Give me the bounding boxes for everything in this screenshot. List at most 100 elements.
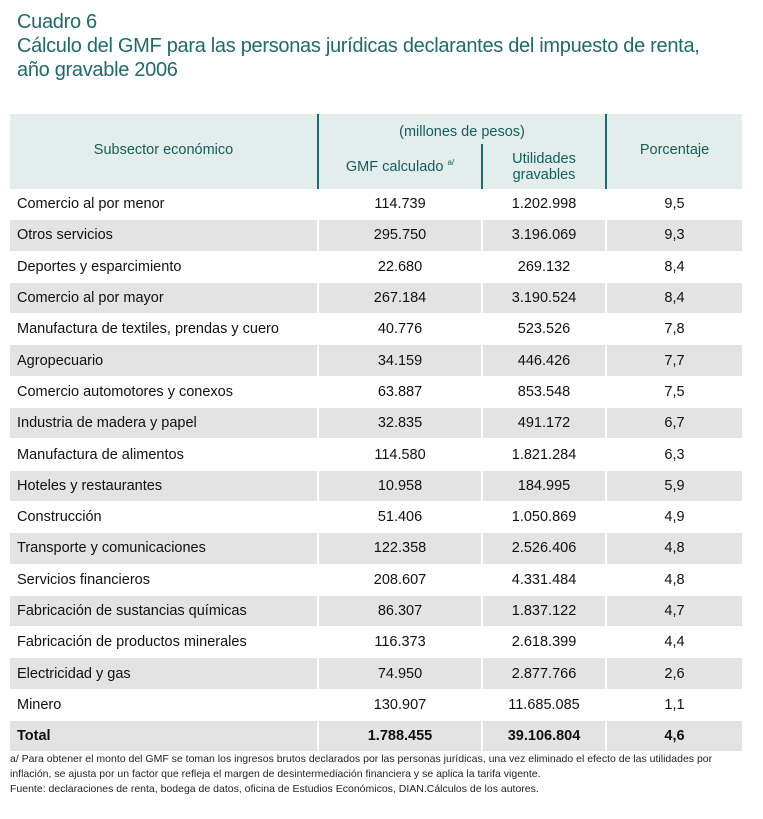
table-row: Comercio automotores y conexos 63.887 853.… [10, 376, 743, 409]
gmf-cell: 114.739 [317, 189, 482, 221]
utilidades-cell: 2.877.766 [480, 657, 607, 690]
gmf-cell: 1.788.455 [317, 720, 482, 753]
sector-cell: Minero [10, 689, 318, 722]
gmf-cell: 122.358 [317, 532, 482, 565]
table-row: Comercio al por mayor 267.184 3.190.524 8,4 [10, 282, 743, 315]
footnote-a: a/ Para obtener el monto del GMF se toma… [10, 753, 713, 780]
total-row: Total 1.788.455 39.106.804 4,6 [10, 720, 743, 753]
utilidades-cell: 1.202.998 [480, 189, 607, 221]
porcentaje-cell: 8,4 [605, 251, 743, 283]
table-row: Comercio al por menor 114.739 1.202.998 9,5 [10, 189, 743, 221]
title-number: Cuadro 6 [17, 11, 97, 33]
table-row: Fabricación de sustancias químicas 86.307… [10, 595, 743, 628]
porcentaje-cell: 4,8 [605, 564, 743, 596]
table-row: Servicios financieros 208.607 4.331.484 4,8 [10, 564, 743, 596]
sector-cell: Servicios financieros [10, 564, 318, 596]
table-row: Transporte y comunicaciones 122.358 2.526.… [10, 532, 743, 565]
porcentaje-cell: 1,1 [605, 689, 743, 722]
utilidades-cell: 39.106.804 [480, 720, 607, 753]
sector-cell: Total [10, 720, 318, 753]
sector-cell: Industria de madera y papel [10, 407, 318, 440]
utilidades-cell: 853.548 [480, 376, 607, 409]
sector-cell: Agropecuario [10, 344, 318, 377]
gmf-cell: 295.750 [317, 219, 482, 252]
utilidades-cell: 184.995 [480, 470, 607, 502]
porcentaje-cell: 4,8 [605, 532, 743, 565]
utilidades-cell: 269.132 [480, 251, 607, 283]
footnotes: a/ Para obtener el monto del GMF se toma… [10, 752, 750, 797]
utilidades-cell: 2.526.406 [480, 532, 607, 565]
gmf-cell: 32.835 [317, 407, 482, 440]
sector-cell: Fabricación de productos minerales [10, 626, 318, 659]
porcentaje-cell: 6,7 [605, 407, 743, 440]
porcentaje-cell: 2,6 [605, 657, 743, 690]
table-title: Cuadro 6 Cálculo del GMF para las person… [17, 10, 700, 82]
header-subsector: Subsector económico [10, 114, 318, 189]
table-row: Electricidad y gas 74.950 2.877.766 2,6 [10, 657, 743, 690]
gmf-cell: 22.680 [317, 251, 482, 283]
gmf-cell: 208.607 [317, 564, 482, 596]
utilidades-cell: 446.426 [480, 344, 607, 377]
table-row: Construcción 51.406 1.050.869 4,9 [10, 501, 743, 534]
utilidades-cell: 3.190.524 [480, 282, 607, 315]
porcentaje-cell: 7,7 [605, 344, 743, 377]
utilidades-cell: 4.331.484 [480, 564, 607, 596]
porcentaje-cell: 4,6 [605, 720, 743, 753]
utilidades-cell: 1.821.284 [480, 438, 607, 471]
gmf-cell: 267.184 [317, 282, 482, 315]
header-gmf-label: GMF calculado [345, 158, 444, 175]
sector-cell: Hoteles y restaurantes [10, 470, 318, 502]
source-note: Fuente: declaraciones de renta, bodega d… [10, 783, 539, 795]
sector-cell: Construcción [10, 501, 318, 534]
sector-cell: Transporte y comunicaciones [10, 532, 318, 565]
gmf-cell: 10.958 [317, 470, 482, 502]
gmf-cell: 74.950 [317, 657, 482, 690]
utilidades-cell: 2.618.399 [480, 626, 607, 659]
gmf-cell: 86.307 [317, 595, 482, 628]
header-porcentaje: Porcentaje [605, 114, 743, 189]
porcentaje-cell: 4,7 [605, 595, 743, 628]
utilidades-cell: 523.526 [480, 313, 607, 346]
table-row: Otros servicios 295.750 3.196.069 9,3 [10, 219, 743, 252]
sector-cell: Deportes y esparcimiento [10, 251, 318, 283]
gmf-cell: 116.373 [317, 626, 482, 659]
gmf-table: Subsector económico (millones de pesos) … [10, 114, 743, 753]
table-row: Manufactura de textiles, prendas y cuero… [10, 313, 743, 346]
porcentaje-cell: 5,9 [605, 470, 743, 502]
gmf-cell: 51.406 [317, 501, 482, 534]
header-units: (millones de pesos) [316, 114, 607, 144]
gmf-cell: 40.776 [317, 313, 482, 346]
gmf-cell: 114.580 [317, 438, 482, 471]
table-row: Hoteles y restaurantes 10.958 184.995 5,9 [10, 470, 743, 502]
sector-cell: Comercio al por menor [10, 189, 318, 221]
table-row: Minero 130.907 11.685.085 1,1 [10, 689, 743, 722]
title-line: Cálculo del GMF para las personas jurídi… [17, 35, 700, 57]
table-row: Agropecuario 34.159 446.426 7,7 [10, 344, 743, 377]
porcentaje-cell: 7,8 [605, 313, 743, 346]
sector-cell: Manufactura de textiles, prendas y cuero [10, 313, 318, 346]
header-utilidades-line: Utilidades [512, 150, 576, 167]
utilidades-cell: 1.837.122 [480, 595, 607, 628]
table-row: Industria de madera y papel 32.835 491.172… [10, 407, 743, 440]
header-gmf: GMF calculado a/ [317, 144, 482, 189]
utilidades-cell: 11.685.085 [480, 689, 607, 722]
porcentaje-cell: 4,9 [605, 501, 743, 534]
porcentaje-cell: 9,5 [605, 189, 743, 221]
sector-cell: Otros servicios [10, 219, 318, 252]
porcentaje-cell: 8,4 [605, 282, 743, 315]
gmf-cell: 34.159 [317, 344, 482, 377]
porcentaje-cell: 4,4 [605, 626, 743, 659]
table-row: Fabricación de productos minerales 116.37… [10, 626, 743, 659]
gmf-cell: 63.887 [317, 376, 482, 409]
utilidades-cell: 1.050.869 [480, 501, 607, 534]
table-row: Deportes y esparcimiento 22.680 269.132 8,4 [10, 251, 743, 283]
porcentaje-cell: 7,5 [605, 376, 743, 409]
sector-cell: Comercio automotores y conexos [10, 376, 318, 409]
utilidades-cell: 491.172 [480, 407, 607, 440]
table-row: Manufactura de alimentos 114.580 1.821.284… [10, 438, 743, 471]
porcentaje-cell: 6,3 [605, 438, 743, 471]
sector-cell: Fabricación de sustancias químicas [10, 595, 318, 628]
sector-cell: Manufactura de alimentos [10, 438, 318, 471]
sector-cell: Comercio al por mayor [10, 282, 318, 315]
header-utilidades: Utilidades gravables [480, 144, 607, 189]
